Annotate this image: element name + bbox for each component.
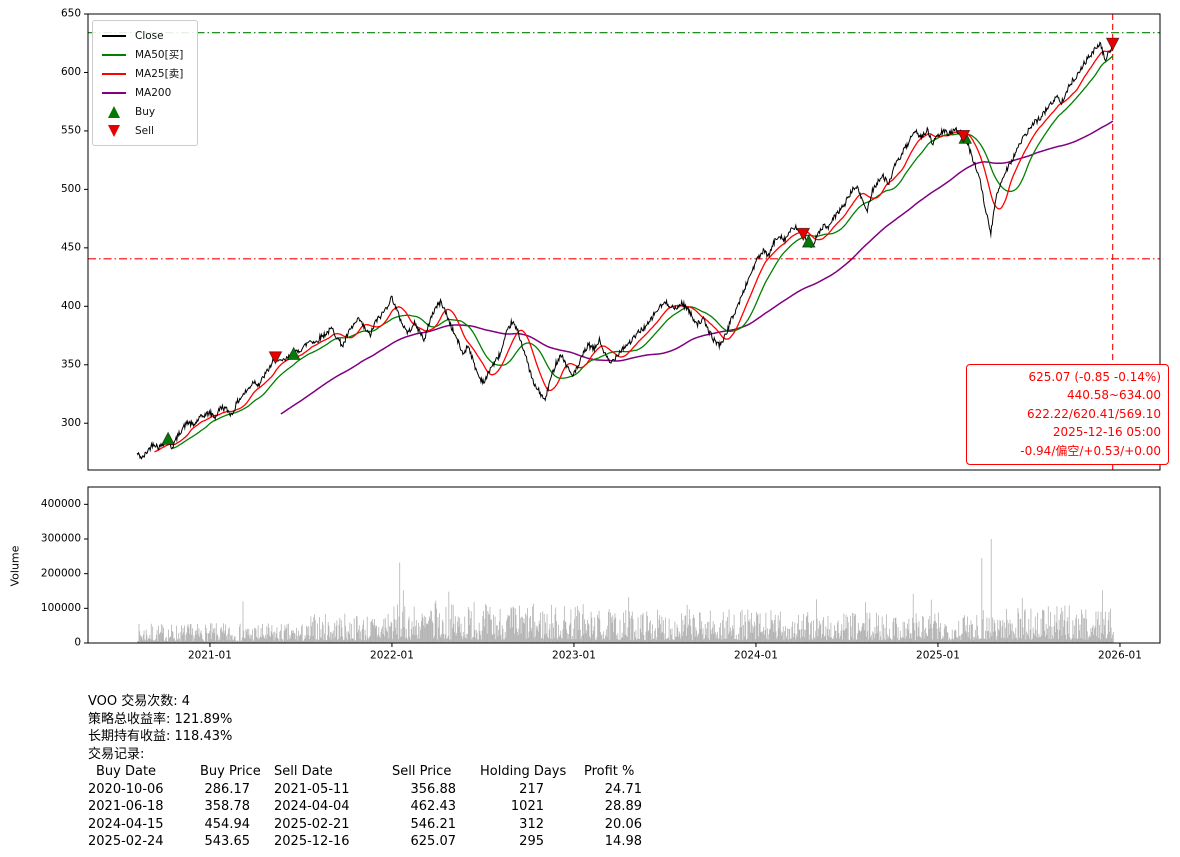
legend-label: Close xyxy=(135,29,164,42)
annotation-range-line: 440.58~634.00 xyxy=(1066,388,1161,403)
trade-row: 2024-04-15 454.94 2025-02-21 546.21 312 20.06 xyxy=(88,816,642,832)
legend-label: Sell xyxy=(135,124,154,137)
annotation-ma-line: 622.22/620.41/569.10 xyxy=(1026,406,1161,421)
legend-item-close: Close xyxy=(102,29,183,42)
legend-label: MA50[买] xyxy=(135,49,184,61)
col-holding-days: Holding Days xyxy=(480,764,567,779)
ma50-line-swatch xyxy=(102,53,126,56)
col-buy-price: Buy Price xyxy=(200,764,261,779)
col-sell-date: Sell Date xyxy=(274,764,333,779)
legend-label: Buy xyxy=(135,105,156,118)
legend-label: MA200 xyxy=(135,86,172,99)
legend-item-ma25: MA25[卖] xyxy=(102,67,183,80)
signal-annotation-box: 625.07 (-0.85 -0.14%) 440.58~634.00 622.… xyxy=(966,364,1169,466)
trade-row: 2021-06-18 358.78 2024-04-04 462.43 1021 28.8… xyxy=(88,799,642,814)
col-buy-date: Buy Date xyxy=(96,764,157,779)
trade-row: 2020-10-06 286.17 2021-05-11 356.88 217 24.71 xyxy=(88,781,642,797)
annotation-date-line: 2025-12-16 05:00 xyxy=(1052,425,1161,440)
hold-return: 长期持有收益: 118.43% xyxy=(88,729,233,744)
legend-item-buy: Buy xyxy=(102,105,183,118)
legend: Close MA50[买] MA25[卖] MA200 Buy Sell xyxy=(92,20,199,146)
sell-triangle-icon xyxy=(102,124,126,137)
col-sell-price: Sell Price xyxy=(392,764,452,779)
annotation-price-line: 625.07 (-0.85 -0.14%) xyxy=(1028,370,1161,384)
trade-records-label: 交易记录: xyxy=(88,746,145,762)
buy-triangle-icon xyxy=(102,105,126,118)
close-line-swatch xyxy=(102,34,126,37)
strategy-return: 策略总收益率: 121.89% xyxy=(88,711,233,727)
trade-row: 2025-02-24 543.65 2025-12-16 625.07 295 14.98 xyxy=(88,834,642,849)
trade-table-body: 2020-10-06 286.17 2021-05-11 356.88 217 24.71… xyxy=(88,781,652,851)
strategy-summary: VOO 交易次数: 4 策略总收益率: 121.89% 长期持有收益: 118.… xyxy=(88,693,652,851)
symbol-trade-count: VOO 交易次数: 4 xyxy=(88,694,191,709)
annotation-signal-line: -0.94/偏空/+0.53/+0.00 xyxy=(1020,443,1161,458)
ma200-line-swatch xyxy=(102,91,126,94)
volume-axis-label: Volume xyxy=(8,545,22,587)
legend-label: MA25[卖] xyxy=(135,68,184,80)
col-profit-pct: Profit % xyxy=(584,764,635,779)
ma25-line-swatch xyxy=(102,72,126,75)
trade-table-header: Buy Date Buy Price Sell Date Sell Price … xyxy=(88,763,652,781)
legend-item-ma50: MA50[买] xyxy=(102,48,183,61)
legend-item-ma200: MA200 xyxy=(102,86,183,99)
legend-item-sell: Sell xyxy=(102,124,183,137)
